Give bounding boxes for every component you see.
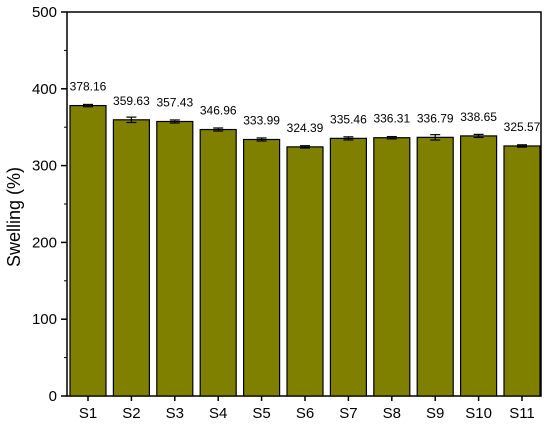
x-tick-label-s6: S6 xyxy=(296,405,314,422)
x-tick-label-s2: S2 xyxy=(122,405,140,422)
x-tick-label-s3: S3 xyxy=(166,405,184,422)
x-tick-label-s11: S11 xyxy=(509,405,535,422)
data-label-s9: 336.79 xyxy=(417,111,454,125)
data-label-s8: 336.31 xyxy=(373,112,410,126)
data-label-s1: 378.16 xyxy=(70,80,107,94)
data-label-s2: 359.63 xyxy=(113,94,150,108)
data-label-s4: 346.96 xyxy=(200,104,237,118)
y-tick-label: 0 xyxy=(49,388,57,405)
y-tick-label: 200 xyxy=(32,234,57,251)
bar-s8 xyxy=(373,137,411,397)
x-tick-label-s9: S9 xyxy=(426,405,444,422)
x-tick-label-s4: S4 xyxy=(209,405,227,422)
data-label-s6: 324.39 xyxy=(287,121,324,135)
data-label-s5: 333.99 xyxy=(243,113,280,127)
y-tick-label: 500 xyxy=(32,4,57,21)
bar-s10 xyxy=(460,135,498,397)
x-tick-label-s7: S7 xyxy=(339,405,357,422)
data-label-s3: 357.43 xyxy=(156,95,193,109)
bar-s3 xyxy=(156,120,194,397)
data-label-s11: 325.57 xyxy=(504,120,541,134)
y-tick-label: 400 xyxy=(32,81,57,98)
x-tick-label-s5: S5 xyxy=(252,405,270,422)
bar-s2 xyxy=(112,119,151,397)
data-label-s10: 338.65 xyxy=(460,110,497,124)
x-tick-label-s1: S1 xyxy=(79,405,97,422)
y-tick-label: 100 xyxy=(32,311,57,328)
bar-s6 xyxy=(286,146,324,397)
x-tick-label-s8: S8 xyxy=(383,405,401,422)
bar-s11 xyxy=(503,145,541,397)
bar-s9 xyxy=(416,136,454,397)
bar-s5 xyxy=(243,138,281,397)
bars-layer xyxy=(69,103,541,397)
y-tick-label: 300 xyxy=(32,158,57,175)
x-tick-label-s10: S10 xyxy=(465,405,492,422)
bar-s4 xyxy=(199,128,237,397)
bar-s7 xyxy=(329,137,367,397)
data-label-s7: 335.46 xyxy=(330,112,367,126)
y-axis-title: Swelling (%) xyxy=(4,167,24,267)
labels-layer: 0 100 200 300 400 500 378.16 S1 359.63 S2 357.43 S3… xyxy=(32,4,541,422)
bar-s1 xyxy=(69,104,107,397)
